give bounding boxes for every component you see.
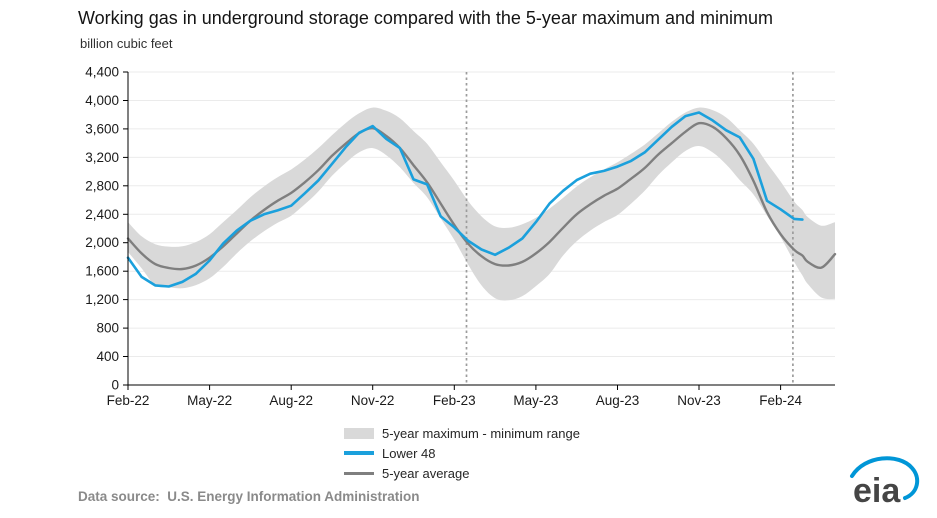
legend-lower48-label: Lower 48 xyxy=(382,445,436,461)
lower48-line-swatch xyxy=(344,451,374,455)
svg-text:400: 400 xyxy=(96,349,119,364)
svg-text:2,000: 2,000 xyxy=(85,235,119,250)
range-band-swatch xyxy=(344,427,374,439)
svg-text:Feb-24: Feb-24 xyxy=(759,393,802,408)
storage-chart-plot: 0 400 800 1,200 1,600 2,000 2,400 2,800 3,200 3,6… xyxy=(85,65,837,408)
data-source-note: Data source: U.S. Energy Information Adm… xyxy=(78,489,420,504)
svg-text:0: 0 xyxy=(111,378,119,393)
legend-item-lower48: Lower 48 xyxy=(344,444,580,462)
svg-text:1,200: 1,200 xyxy=(85,292,119,307)
legend-item-range: 5-year maximum - minimum range xyxy=(344,424,580,442)
average-line-swatch xyxy=(344,471,374,475)
legend-average-label: 5-year average xyxy=(382,465,470,481)
legend-item-average: 5-year average xyxy=(344,464,580,482)
eia-logo: eia xyxy=(843,452,929,512)
svg-text:Feb-23: Feb-23 xyxy=(433,393,476,408)
y-axis-unit-label: billion cubic feet xyxy=(80,36,173,51)
svg-text:Nov-22: Nov-22 xyxy=(351,393,395,408)
legend-range-label: 5-year maximum - minimum range xyxy=(382,425,580,441)
svg-text:4,000: 4,000 xyxy=(85,93,119,108)
svg-text:800: 800 xyxy=(96,321,119,336)
eia-logo-graphic: eia xyxy=(850,456,920,510)
svg-text:3,600: 3,600 xyxy=(85,121,119,136)
eia-logo-swoosh xyxy=(850,456,920,500)
svg-text:May-22: May-22 xyxy=(187,393,232,408)
svg-text:2,400: 2,400 xyxy=(85,207,119,222)
chart-legend: 5-year maximum - minimum range Lower 48 … xyxy=(344,424,580,482)
svg-text:Nov-23: Nov-23 xyxy=(677,393,721,408)
svg-text:1,600: 1,600 xyxy=(85,264,119,279)
svg-text:4,400: 4,400 xyxy=(85,65,119,80)
svg-text:Aug-23: Aug-23 xyxy=(596,393,640,408)
svg-text:Aug-22: Aug-22 xyxy=(269,393,313,408)
svg-text:May-23: May-23 xyxy=(513,393,558,408)
svg-text:Feb-22: Feb-22 xyxy=(107,393,150,408)
svg-text:3,200: 3,200 xyxy=(85,150,119,165)
svg-text:2,800: 2,800 xyxy=(85,178,119,193)
eia-logo-text: eia xyxy=(853,472,901,510)
chart-title: Working gas in underground storage compa… xyxy=(78,8,773,28)
